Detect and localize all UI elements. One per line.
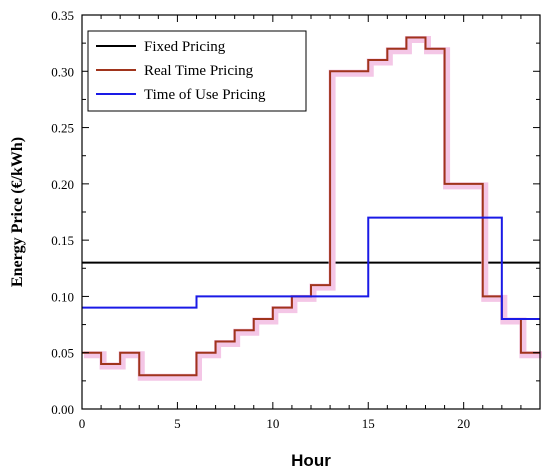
fixed-pricing-legend-label: Fixed Pricing [144,39,226,55]
real-time-pricing-line [82,36,540,377]
y-tick-label: 0.05 [51,346,74,361]
x-tick-label: 0 [79,416,86,431]
x-tick-label: 15 [362,416,375,431]
y-tick-label: 0.20 [51,177,74,192]
y-tick-label: 0.35 [51,8,74,23]
time-of-use-pricing-line [82,216,540,320]
axis-ticks: 0 5 10 15 20 0.00 0.05 0.10 0.15 0.20 0.25 0.30 0.35 [51,8,541,431]
real-time-pricing-legend-label: Real Time Pricing [144,63,254,79]
x-tick-label: 10 [266,416,279,431]
y-tick-label: 0.15 [51,233,74,248]
y-axis-title: Energy Price (€/kWh) [9,137,26,287]
x-tick-label: 5 [174,416,181,431]
legend: Fixed Pricing Real Time Pricing Time of Us… [87,30,307,112]
y-tick-label: 0.30 [51,64,74,79]
series-lines [82,36,542,381]
y-tick-label: 0.25 [51,121,74,136]
real-time-pricing-glow [84,36,542,381]
time-of-use-pricing-legend-label: Time of Use Pricing [144,87,266,103]
y-tick-label: 0.00 [51,402,74,417]
y-tick-label: 0.10 [51,289,74,304]
x-axis-title: Hour [291,451,331,470]
x-tick-label: 20 [457,416,470,431]
